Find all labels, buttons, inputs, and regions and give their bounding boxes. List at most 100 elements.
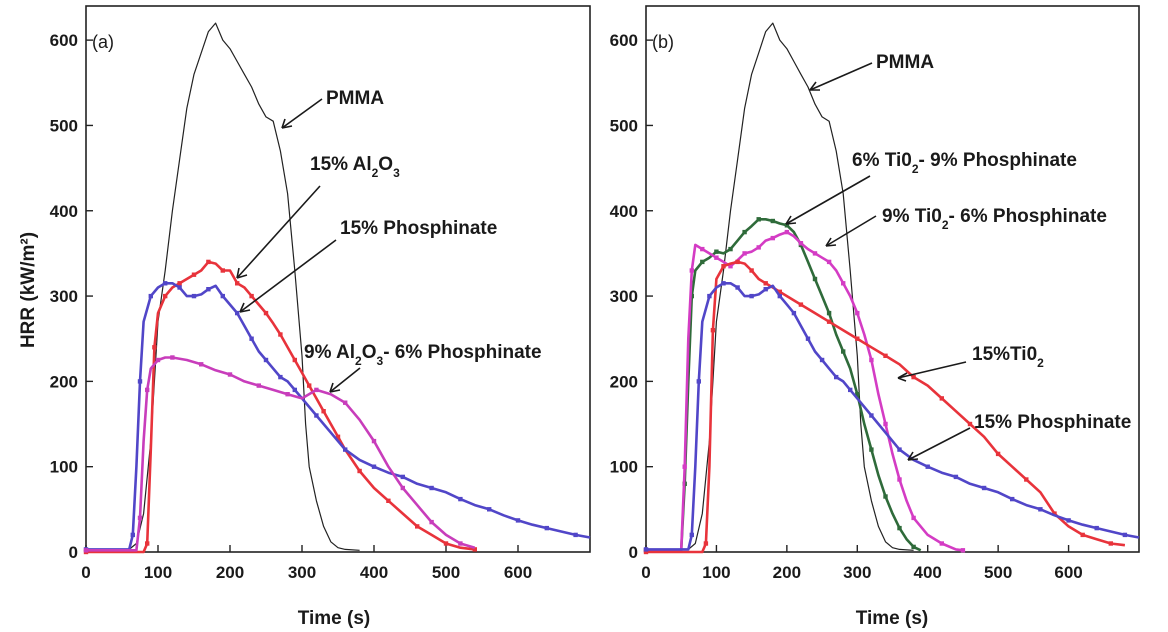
panel-a-xtick-label-5: 500 <box>432 563 460 582</box>
arrowhead-b-phosphinate <box>907 451 919 461</box>
anno-b-ti15: 15%Ti02 <box>972 344 1044 370</box>
panel-b-series-1-point-30 <box>869 447 874 452</box>
panel-b-series-4-point-6 <box>707 293 712 299</box>
panel-a-series-1-point-26 <box>307 383 312 388</box>
panel-a-series-2-point-24 <box>278 374 283 380</box>
panel-b-series-4-point-24 <box>834 374 839 380</box>
panel-a-series-2-point-36 <box>429 485 434 491</box>
arrowhead-b-pmma <box>809 81 820 91</box>
panel-a-series-2-point-22 <box>263 357 269 363</box>
panel-a-series-1-point-18 <box>249 293 254 299</box>
panel-b-x-axis-title: Time (s) <box>856 608 929 629</box>
panel-a-series-1-point-36 <box>415 524 420 529</box>
panel-b-ytick-label-1: 100 <box>610 458 638 477</box>
panel-b-series-2-point-4 <box>689 268 694 273</box>
panel-b-series-3-point-14 <box>777 289 782 294</box>
panel-b-series-3-point-32 <box>1024 477 1029 482</box>
arrowhead-b-ti6 <box>785 215 797 225</box>
panel-b-xtick-label-2: 200 <box>773 563 801 582</box>
panel-b-xtick-label-6: 600 <box>1054 563 1082 582</box>
panel-a-series-3-point-24 <box>400 485 405 491</box>
panel-a-series-1-point-6 <box>163 293 168 299</box>
panel-b-series-2-point-18 <box>784 229 790 235</box>
panel-b-series-3-point-28 <box>967 421 973 427</box>
anno-a-al2o3-part2: O <box>378 154 393 175</box>
panel-b-series-1-point-12 <box>742 229 747 235</box>
panel-a-series-2-point-40 <box>487 507 492 512</box>
arrow-b-ti9 <box>825 215 877 247</box>
panel-a-series-2-point-42 <box>515 518 521 523</box>
panel-b-series-2-point-30 <box>869 357 874 363</box>
panel-a-series-2-point-30 <box>343 447 348 452</box>
anno-b-ti9-part2: - 6% Phosphinate <box>949 206 1107 227</box>
panel-b-series-1-point-28 <box>855 392 860 397</box>
panel-b-series-2-point-38 <box>939 541 944 546</box>
panel-a-series-2-point-18 <box>235 310 240 316</box>
panel-a-xtick-label-1: 100 <box>144 563 172 582</box>
panel-a-series-1-point-28 <box>321 409 326 414</box>
panel-b-series-3-point-6 <box>721 264 726 269</box>
panel-b-series-2-point-26 <box>841 281 846 286</box>
panel-a-series-1-point-2 <box>145 541 150 546</box>
panel-b-series-4-point-34 <box>953 474 959 480</box>
panel-b-ticks: 0 100 200 300 400 500 600 0 100 200 300 400 500 600 <box>610 31 1083 582</box>
panel-a-series-1-point-24 <box>292 357 297 363</box>
panel-a-series-3-point-12 <box>227 372 233 377</box>
panel-b-series-2-point-8 <box>714 255 719 260</box>
panel-a-ytick-label-0: 0 <box>69 543 78 562</box>
panel-b-ytick-label-5: 500 <box>610 116 638 135</box>
panel-a-series-1-point-4 <box>152 345 157 350</box>
panel-b-series-4-point-8 <box>721 281 726 286</box>
panel-b-series-2-point-12 <box>742 251 747 256</box>
panel-b-series-4-point-18 <box>791 310 797 316</box>
anno-a-phosphinate: 15% Phosphinate <box>340 218 497 239</box>
anno-a-mix-sub1: 2 <box>355 354 362 368</box>
anno-a-mix-part3: - 6% Phosphinate <box>383 342 541 363</box>
anno-a-mix-sub2: 3 <box>377 354 384 368</box>
panel-a: (a) 0 100 200 300 400 500 600 0 100 200 300 400 500 6… <box>50 5 591 629</box>
panel-b-series-1-point-26 <box>841 349 846 354</box>
panel-a-series-1-point-32 <box>357 468 362 474</box>
panel-b-series-3-point-8 <box>735 259 740 265</box>
panel-b-series-4-point-10 <box>735 285 740 290</box>
anno-a-al2o3-sub1: 2 <box>372 166 379 180</box>
panel-b-series-1-point-18 <box>784 223 790 228</box>
panel-a-xtick-label-4: 400 <box>360 563 388 582</box>
panel-b-xtick-label-5: 500 <box>984 563 1012 582</box>
panel-b-series-2-point-10 <box>728 264 733 269</box>
panel-a-series-1-point-20 <box>263 310 269 316</box>
panel-a-series-2-point-26 <box>292 387 297 393</box>
panel-b-series-3-point-16 <box>798 302 804 307</box>
panel-a-series-2 <box>86 281 591 551</box>
panel-b-series-4-point-44 <box>1094 525 1099 531</box>
panel-b-series-4-point-2 <box>689 532 694 538</box>
panel-a-series-3-point-6 <box>155 357 161 363</box>
arrow-a-al2o3 <box>236 185 321 279</box>
anno-a-mix-part2: O <box>362 342 377 363</box>
panel-b-series-1-point-16 <box>770 218 775 224</box>
panel-b-series-3-point-4 <box>710 328 716 333</box>
anno-b-ti9: 9% Ti02- 6% Phosphinate <box>882 206 1107 232</box>
panel-a-series-2-point-46 <box>573 532 578 538</box>
y-axis-title: HRR (kW/m²) <box>18 232 39 348</box>
panel-b-series-1-point-8 <box>714 249 719 254</box>
panel-b-xtick-label-4: 400 <box>914 563 942 582</box>
panel-a-xtick-label-6: 600 <box>504 563 532 582</box>
panel-b-series-1-point-22 <box>812 276 818 282</box>
panel-b-series-3-point-38 <box>1108 541 1113 546</box>
panel-b-series-1-point-24 <box>826 310 832 316</box>
panel-a-series-3-point-8 <box>170 355 175 360</box>
anno-a-mix: 9% Al2O3- 6% Phosphinate <box>304 342 542 368</box>
panel-a-series-3-point-16 <box>285 392 290 397</box>
panel-b-series-2-point-32 <box>883 421 888 427</box>
arrowhead-b-ti15 <box>897 372 908 382</box>
panel-a-series-3-point-4 <box>145 387 150 393</box>
panel-b-series-4-point-38 <box>1010 496 1015 502</box>
panel-b-xtick-label-1: 100 <box>702 563 730 582</box>
panel-b-series-4-point-28 <box>869 413 874 418</box>
panel-b-series-1-point-34 <box>897 525 902 531</box>
panel-b-series-3-point-2 <box>703 541 709 546</box>
panel-b-series-4-point-22 <box>819 357 825 363</box>
anno-b-ti6-part2: - 9% Phosphinate <box>919 150 1077 171</box>
anno-b-ti6-sub: 2 <box>912 162 919 176</box>
